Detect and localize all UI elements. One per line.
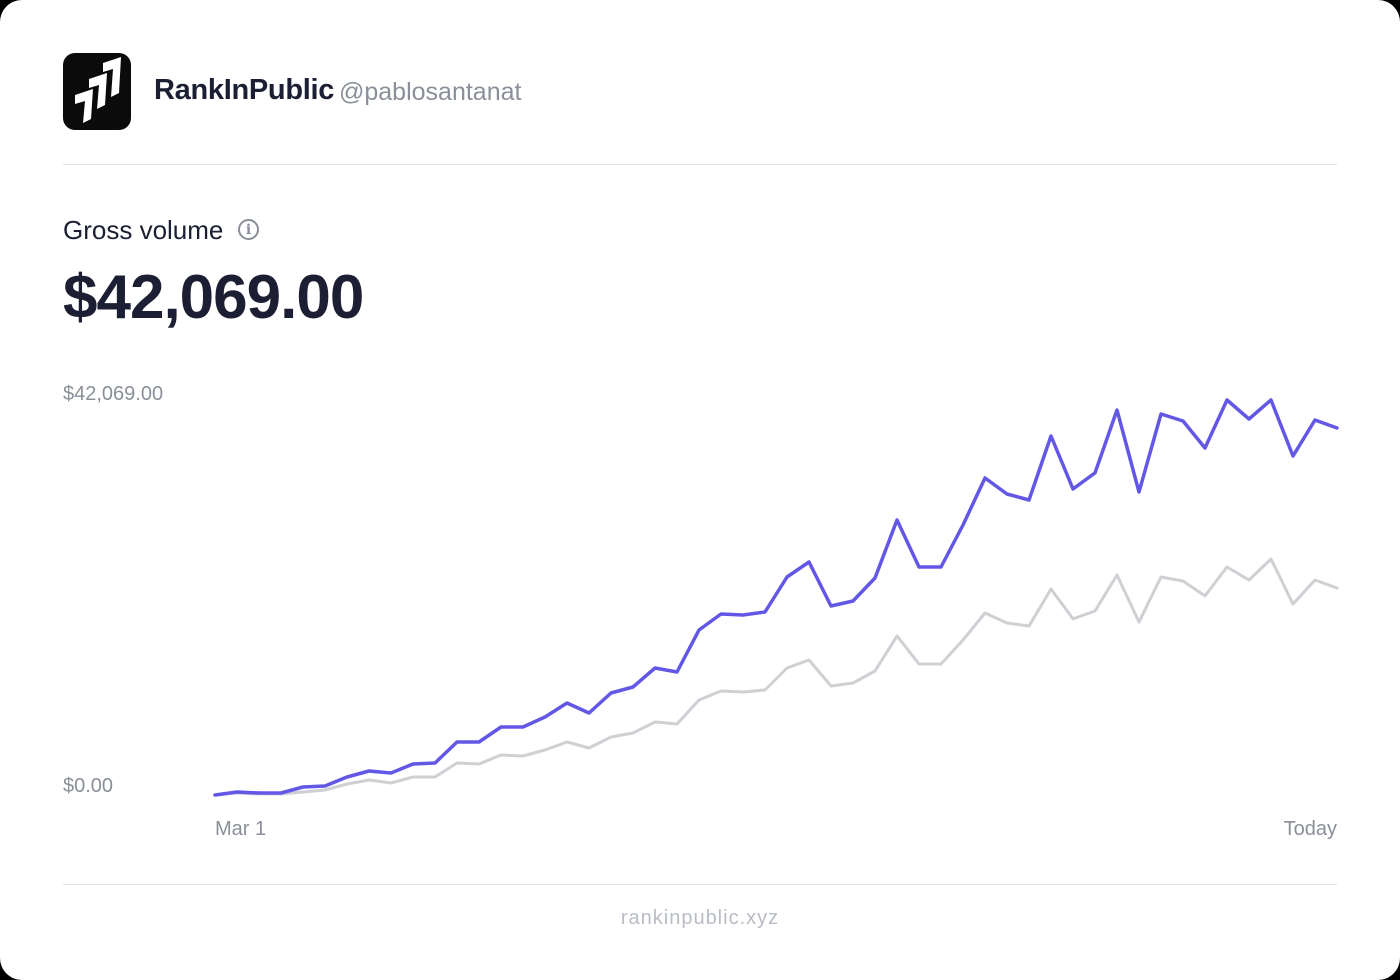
metric-label: Gross volume bbox=[63, 215, 224, 245]
info-icon[interactable]: i bbox=[238, 219, 259, 240]
footer-url[interactable]: rankinpublic.xyz bbox=[620, 907, 780, 929]
x-tick-label-start: Mar 1 bbox=[215, 818, 267, 840]
user-handle: @pablosantanat bbox=[339, 78, 522, 106]
series-line-current bbox=[213, 398, 1339, 797]
series-line-previous bbox=[213, 557, 1339, 797]
header-divider bbox=[63, 164, 1337, 165]
brand-name: RankInPublic bbox=[154, 74, 335, 106]
rankinpublic-logo-icon bbox=[63, 53, 131, 130]
metric-value: $42,069.00 bbox=[63, 263, 364, 332]
y-tick-label-min: $0.00 bbox=[63, 775, 114, 797]
x-tick-label-end: Today bbox=[1283, 818, 1337, 840]
footer-divider bbox=[63, 884, 1337, 885]
y-tick-label-max: $42,069.00 bbox=[63, 383, 164, 405]
